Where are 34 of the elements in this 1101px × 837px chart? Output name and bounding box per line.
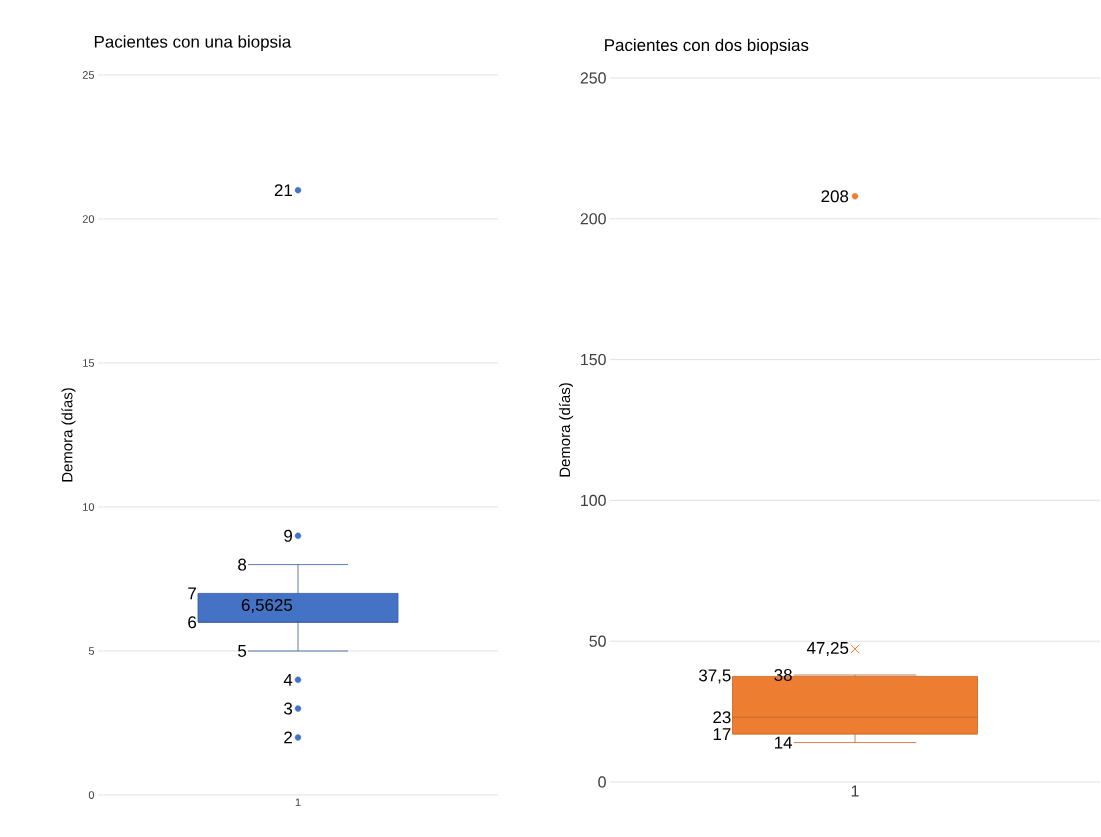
annotation: 6,5625 <box>241 599 293 613</box>
annotation: 4 <box>283 673 293 686</box>
y-tick-label: 200 <box>580 213 606 225</box>
annotation: 14 <box>775 736 793 749</box>
chart-title: Pacientes con una biopsia <box>94 35 292 52</box>
y-tick-label: 25 <box>82 71 95 79</box>
y-tick-label: 5 <box>88 647 95 655</box>
annotation: 17 <box>713 728 731 740</box>
y-tick-label: 20 <box>82 215 95 223</box>
x-tick-label: 1 <box>295 798 301 807</box>
y-tick-label: 250 <box>580 72 606 84</box>
y-axis-title: Demora (días) <box>558 383 574 477</box>
annotation: 3 <box>284 702 293 715</box>
y-tick-label: 150 <box>581 353 606 366</box>
annotation: 21 <box>274 184 292 197</box>
y-tick-label: 0 <box>598 776 606 788</box>
annotation: 6 <box>188 616 197 629</box>
y-tick-label: 0 <box>88 791 95 799</box>
annotation: 8 <box>238 558 247 571</box>
y-tick-label: 15 <box>83 359 95 367</box>
annotation: 37,5 <box>698 669 731 684</box>
y-tick-label: 10 <box>83 503 95 511</box>
annotation: 5 <box>238 645 247 657</box>
y-axis-title: Demora (días) <box>61 388 76 482</box>
chart-title: Pacientes con dos biopsias <box>605 38 809 55</box>
annotation: 9 <box>284 529 293 542</box>
y-tick-label: 100 <box>581 494 606 507</box>
annotation: 2 <box>284 731 292 744</box>
annotation: 23 <box>713 711 731 724</box>
x-tick-label: 1 <box>851 785 859 797</box>
annotation: 208 <box>821 190 849 203</box>
y-tick-label: 50 <box>589 635 606 647</box>
annotation: 7 <box>188 587 196 600</box>
annotation: 47,25 <box>806 641 849 656</box>
